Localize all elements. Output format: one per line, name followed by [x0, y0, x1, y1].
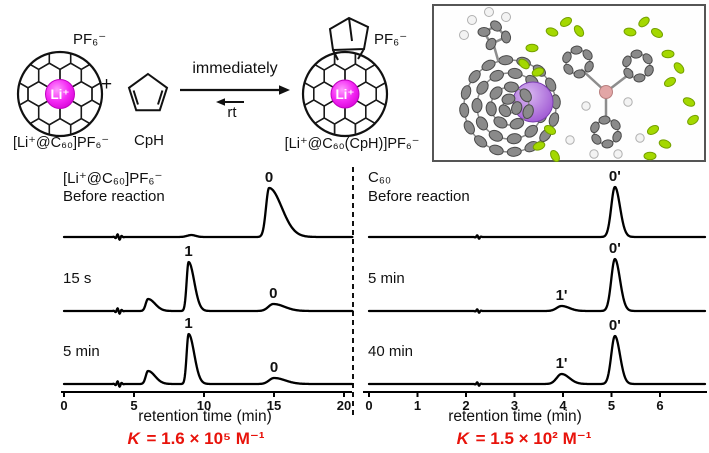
chromatogram-plot: [61, 186, 354, 397]
chromatogram-trace: [62, 260, 354, 315]
equilibrium-constant-left: K = 1.6 × 10⁵ M⁻¹: [91, 429, 301, 449]
k-value: = 1.6 × 10⁵ M⁻¹: [141, 429, 265, 448]
chromatogram-panel-li-c60: 0 5 10 15 20 [Li⁺@C₆₀]PF₆⁻ Before reaction 0 15 …: [58, 168, 356, 414]
boron-atom: [599, 85, 613, 99]
c60-outline: [16, 50, 104, 138]
trace-label: Before reaction: [368, 188, 470, 205]
trace-label: [Li⁺@C₆₀]PF₆⁻: [63, 170, 163, 187]
trace-label: 15 s: [63, 270, 92, 287]
trace-label: C₆₀: [368, 169, 392, 186]
x-tick-label: 2: [462, 398, 470, 413]
reactant-counterion-label: PF₆⁻: [73, 31, 107, 48]
trace-label: 5 min: [63, 343, 100, 360]
reactant-c60-drawing: Li⁺: [16, 50, 104, 138]
peak-label: 0: [269, 285, 278, 302]
peak-label: 1: [184, 315, 193, 332]
chromatogram-trace: [62, 186, 354, 241]
x-tick-label: 10: [196, 398, 212, 413]
panel-divider: [352, 167, 354, 415]
k-symbol: K: [456, 429, 469, 448]
equilibrium-constant-right: K = 1.5 × 10² M⁻¹: [419, 429, 629, 449]
product-label: [Li⁺@C₆₀(CpH)]PF₆⁻: [284, 136, 420, 152]
reactant-label: [Li⁺@C₆₀]PF₆⁻: [12, 135, 110, 151]
lithium-label: Li⁺: [50, 87, 69, 102]
x-tick-label: 3: [510, 398, 519, 413]
lithium-label: Li⁺: [335, 87, 354, 102]
lithium-ion-icon: [330, 79, 360, 109]
x-tick-label: 1: [413, 398, 422, 413]
chromatogram-trace: [367, 334, 707, 387]
lithium-ion-icon: [45, 79, 75, 109]
equilibrium-arrows-icon: [180, 85, 290, 106]
chromatogram-panel-c60: 0 1 2 3 4 5 6 C₆₀ Before reaction 0' 5 min 1' 0' 40 m…: [362, 168, 709, 414]
chromatogram-trace: [367, 257, 707, 314]
x-tick-label: 0: [60, 398, 68, 413]
x-tick-label: 20: [336, 398, 352, 413]
cyclopentadiene-drawing: [127, 72, 169, 112]
x-tick-label: 0: [365, 398, 373, 413]
x-tick-label: 5: [607, 398, 616, 413]
chromatogram-plot: [363, 185, 707, 397]
trace-label: 40 min: [368, 343, 414, 360]
k-symbol: K: [127, 429, 140, 448]
forward-condition-label: immediately: [192, 60, 278, 77]
c60-outline: [301, 50, 389, 138]
chromatogram-trace: [62, 332, 354, 388]
crystal-structure-image: [459, 7, 699, 163]
peak-label: 1: [184, 243, 193, 260]
reverse-condition-label: rt: [227, 104, 237, 121]
product-c60-drawing: Li⁺: [301, 16, 389, 138]
x-tick-label: 5: [130, 398, 138, 413]
plus-sign: +: [101, 74, 113, 95]
cph-adduct-ring: [328, 16, 370, 61]
trace-label: Before reaction: [63, 188, 165, 205]
crystal-structure-inset: [432, 4, 706, 163]
x-tick-label: 4: [559, 398, 567, 413]
peak-label: 0: [269, 359, 279, 376]
x-axis-title-left: retention time (min): [138, 408, 272, 425]
peak-label: 0: [264, 169, 274, 186]
peak-label: 0': [608, 317, 621, 334]
product-counterion-label: PF₆⁻: [374, 31, 408, 48]
peak-label: 1': [555, 355, 568, 372]
cph-label: CpH: [133, 132, 164, 149]
trace-label: 5 min: [368, 270, 405, 287]
x-axis-title-right: retention time (min): [448, 408, 582, 425]
k-value: = 1.5 × 10² M⁻¹: [470, 429, 592, 448]
chromatogram-trace: [367, 185, 707, 240]
peak-label: 0': [608, 240, 621, 257]
x-tick-label: 6: [656, 398, 664, 413]
x-tick-label: 15: [266, 398, 282, 413]
peak-label: 0': [608, 168, 621, 185]
peak-label: 1': [555, 287, 568, 304]
